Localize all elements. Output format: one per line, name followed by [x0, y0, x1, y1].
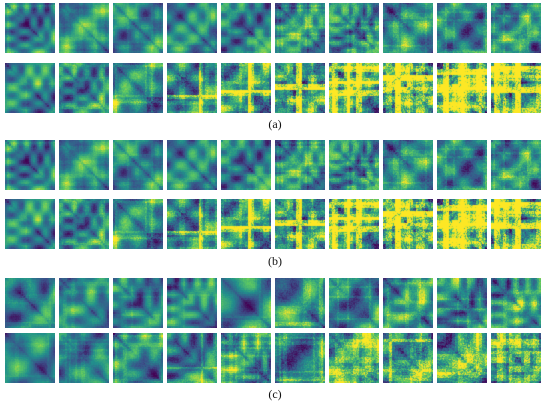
matrix-heatmap-tile	[491, 333, 541, 383]
matrix-heatmap-tile	[329, 140, 379, 190]
matrix-heatmap-tile	[5, 140, 55, 190]
matrix-heatmap-tile	[221, 63, 271, 113]
matrix-heatmap-tile	[221, 333, 271, 383]
matrix-heatmap-tile	[59, 63, 109, 113]
matrix-heatmap-tile	[491, 199, 541, 249]
matrix-heatmap-tile	[329, 333, 379, 383]
matrix-heatmap-tile	[113, 63, 163, 113]
matrix-heatmap-tile	[59, 333, 109, 383]
matrix-heatmap-tile	[59, 140, 109, 190]
matrix-heatmap-tile	[167, 3, 217, 53]
matrix-heatmap-tile	[59, 278, 109, 328]
panel-caption: (a)	[268, 117, 282, 131]
matrix-heatmap-tile	[329, 199, 379, 249]
matrix-heatmap-tile	[113, 199, 163, 249]
matrix-heatmap-tile	[437, 140, 487, 190]
matrix-heatmap-tile	[5, 278, 55, 328]
matrix-heatmap-tile	[383, 199, 433, 249]
matrix-heatmap-tile	[275, 140, 325, 190]
matrix-heatmap-tile	[383, 3, 433, 53]
matrix-heatmap-tile	[437, 3, 487, 53]
matrix-heatmap-tile	[5, 333, 55, 383]
matrix-heatmap-tile	[275, 3, 325, 53]
matrix-heatmap-tile	[383, 333, 433, 383]
matrix-heatmap-tile	[437, 63, 487, 113]
matrix-heatmap-tile	[437, 278, 487, 328]
matrix-heatmap-tile	[383, 140, 433, 190]
matrix-heatmap-tile	[329, 278, 379, 328]
matrix-heatmap-tile	[491, 140, 541, 190]
matrix-heatmap-tile	[437, 199, 487, 249]
matrix-heatmap-tile	[275, 199, 325, 249]
matrix-heatmap-tile	[491, 278, 541, 328]
matrix-heatmap-tile	[329, 63, 379, 113]
matrix-heatmap-tile	[113, 278, 163, 328]
matrix-heatmap-tile	[167, 199, 217, 249]
matrix-heatmap-tile	[113, 3, 163, 53]
matrix-heatmap-tile	[5, 199, 55, 249]
matrix-heatmap-tile	[5, 3, 55, 53]
matrix-heatmap-tile	[221, 3, 271, 53]
matrix-heatmap-tile	[59, 3, 109, 53]
matrix-heatmap-tile	[113, 140, 163, 190]
matrix-heatmap-tile	[221, 140, 271, 190]
matrix-heatmap-tile	[437, 333, 487, 383]
matrix-heatmap-tile	[167, 278, 217, 328]
matrix-heatmap-tile	[275, 333, 325, 383]
matrix-heatmap-tile	[221, 199, 271, 249]
matrix-heatmap-tile	[491, 3, 541, 53]
panel-caption: (b)	[268, 254, 282, 268]
matrix-heatmap-tile	[383, 63, 433, 113]
matrix-heatmap-tile	[329, 3, 379, 53]
matrix-heatmap-tile	[59, 199, 109, 249]
matrix-heatmap-tile	[113, 333, 163, 383]
panel-caption: (c)	[268, 387, 282, 401]
matrix-heatmap-tile	[383, 278, 433, 328]
matrix-heatmap-tile	[491, 63, 541, 113]
matrix-heatmap-tile	[275, 278, 325, 328]
matrix-heatmap-tile	[167, 333, 217, 383]
matrix-heatmap-tile	[275, 63, 325, 113]
matrix-heatmap-tile	[221, 278, 271, 328]
matrix-heatmap-tile	[167, 63, 217, 113]
matrix-heatmap-tile	[5, 63, 55, 113]
matrix-heatmap-tile	[167, 140, 217, 190]
